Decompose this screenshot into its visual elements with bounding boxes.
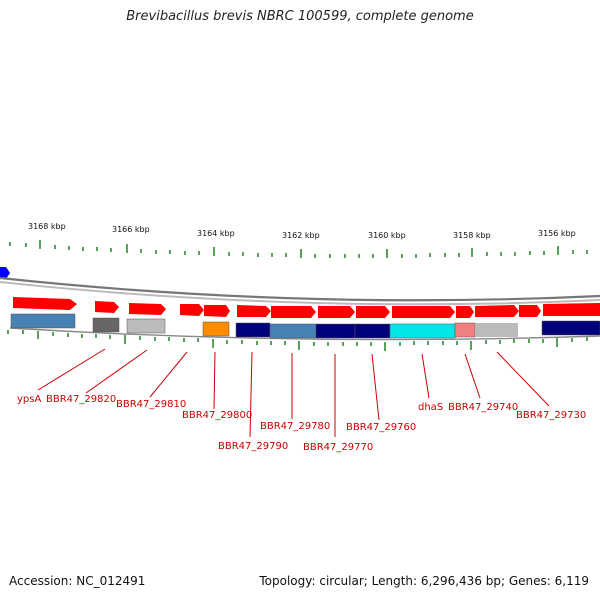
gene-block-BBR47_29740: [454, 322, 476, 338]
gene-label: BBR47_29800: [182, 410, 252, 421]
gene-block-BBR47_29800: [202, 321, 230, 337]
topology-text: Topology: circular; Length: 6,296,436 bp…: [259, 574, 589, 588]
forward-gene-arrow: [13, 297, 77, 310]
gene-block-grey: [475, 323, 518, 337]
gene-label: BBR47_29740: [448, 402, 518, 413]
forward-gene-arrow: [271, 306, 316, 318]
forward-gene-arrow: [392, 306, 455, 318]
forward-gene-arrow: [543, 303, 600, 316]
forward-gene-arrow: [456, 306, 474, 318]
gene-label: BBR47_29770: [303, 442, 373, 453]
gene-block-dhaS: [389, 323, 456, 339]
accession-text: Accession: NC_012491: [9, 574, 146, 588]
gene-block-BBR47_29760: [354, 323, 391, 339]
ruler-label: 3166 kbp: [112, 225, 150, 234]
map-title: Brevibacillus brevis NBRC 100599, comple…: [126, 9, 474, 24]
ruler-ticks-top: [9, 240, 588, 258]
forward-gene-arrow: [95, 301, 119, 313]
backbone-inner: [0, 281, 600, 306]
ruler-label: 3168 kbp: [28, 222, 66, 231]
forward-gene-arrow: [475, 305, 519, 317]
backbone-lower: [9, 327, 600, 341]
gene-block-BBR47_29810: [126, 318, 166, 334]
gene-label: BBR47_29820: [46, 394, 116, 405]
forward-gene-arrow: [129, 303, 166, 315]
gene-label: BBR47_29780: [260, 421, 330, 432]
gene-block-BBR47_29820: [92, 317, 120, 333]
origin-marker-icon: [0, 267, 10, 279]
ruler-label: 3156 kbp: [538, 229, 576, 238]
gene-block-BBR47_29770: [315, 323, 356, 339]
gene-label: BBR47_29760: [346, 422, 416, 433]
forward-strand-arrows: [13, 297, 600, 318]
gene-label: BBR47_29810: [116, 399, 186, 410]
gene-label: BBR47_29790: [218, 441, 288, 452]
ruler-label: 3164 kbp: [197, 229, 235, 238]
forward-gene-arrow: [204, 305, 230, 317]
backbone-outer: [0, 276, 600, 302]
forward-gene-arrow: [180, 304, 204, 316]
forward-gene-arrow: [519, 305, 541, 317]
gene-block-BBR47_29780: [269, 323, 317, 339]
ruler-ticks-bottom: [7, 330, 588, 351]
ruler-label: 3158 kbp: [453, 231, 491, 240]
gene-block-BBR47_29730: [541, 320, 600, 336]
ruler-label: 3160 kbp: [368, 231, 406, 240]
gene-block-BBR47_29790: [235, 322, 271, 338]
forward-gene-arrow: [318, 306, 355, 318]
leader-lines: [37, 348, 550, 438]
forward-gene-arrow: [356, 306, 390, 318]
gene-block-ypsA: [10, 313, 76, 329]
gene-label: BBR47_29730: [516, 410, 586, 421]
gene-label: ypsA: [17, 394, 41, 405]
ruler-label: 3162 kbp: [282, 231, 320, 240]
gene-label: dhaS: [418, 402, 443, 413]
forward-gene-arrow: [237, 305, 271, 317]
